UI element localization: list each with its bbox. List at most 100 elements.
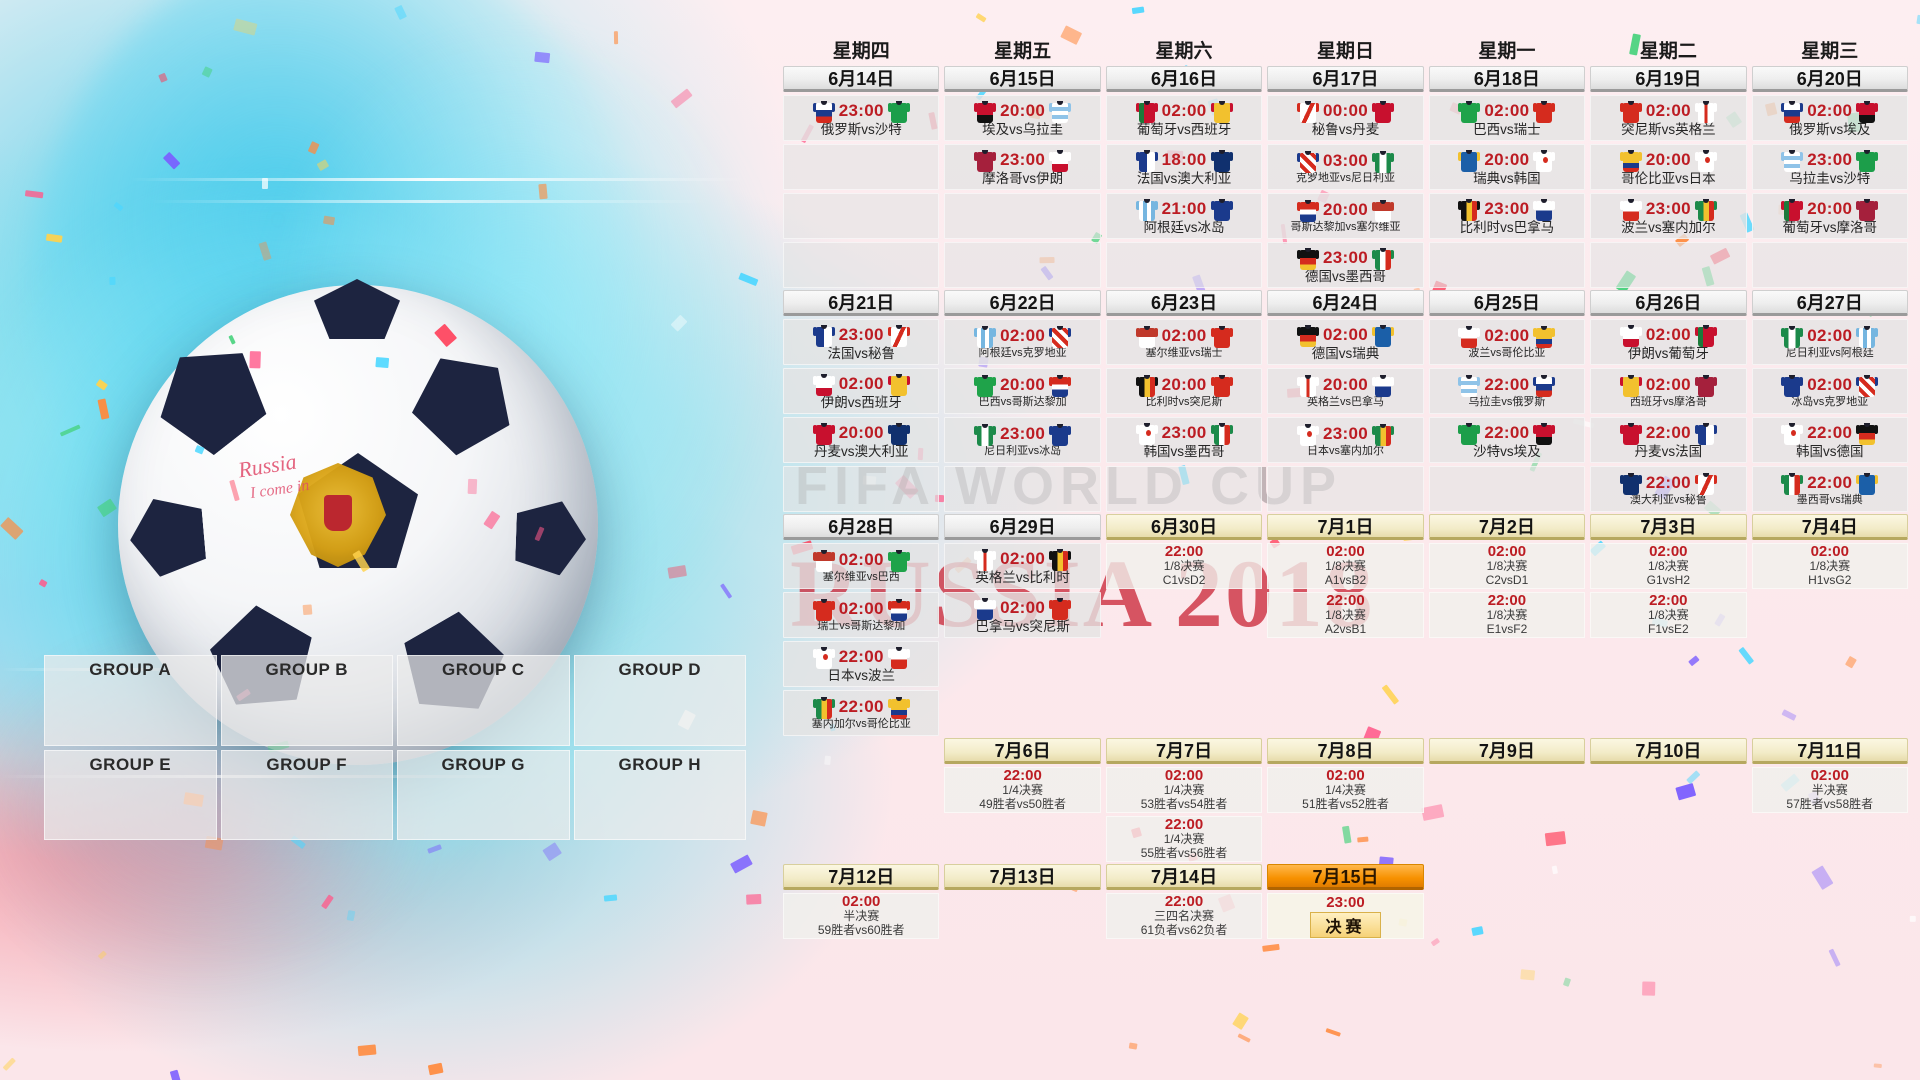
match-cell[interactable]: 22:00 塞内加尔vs哥伦比亚 (783, 690, 940, 736)
date-cell[interactable]: 7月1日 (1267, 514, 1424, 540)
match-cell[interactable]: 20:00 比利时vs突尼斯 (1105, 368, 1263, 414)
match-cell[interactable]: 22:00 墨西哥vs瑞典 (1751, 466, 1908, 512)
date-cell[interactable]: 7月3日 (1590, 514, 1747, 540)
match-cell[interactable]: 02:00 俄罗斯vs埃及 (1751, 95, 1908, 141)
knockout-match-cell[interactable]: 22:00 1/8决赛 C1vsD2 (1105, 543, 1263, 589)
match-cell[interactable]: 02:00 冰岛vs克罗地亚 (1751, 368, 1908, 414)
match-cell[interactable]: 23:00 摩洛哥vs伊朗 (944, 144, 1101, 190)
knockout-match-cell[interactable]: 22:00 1/8决赛 F1vsE2 (1590, 592, 1747, 638)
match-cell[interactable]: 22:00 日本vs波兰 (783, 641, 940, 687)
match-cell[interactable]: 00:00 秘鲁vs丹麦 (1267, 95, 1424, 141)
match-cell[interactable]: 02:00 巴拿马vs突尼斯 (944, 592, 1101, 638)
group-box-b[interactable]: GROUP B (220, 655, 393, 746)
match-cell[interactable]: 02:00 塞尔维亚vs巴西 (783, 543, 940, 589)
date-cell[interactable]: 7月13日 (944, 864, 1101, 890)
date-cell[interactable]: 6月26日 (1590, 290, 1747, 316)
knockout-match-cell[interactable]: 02:00 1/8决赛 G1vsH2 (1590, 543, 1747, 589)
knockout-match-cell[interactable]: 22:00 1/4决赛 49胜者vs50胜者 (944, 767, 1101, 813)
knockout-match-cell[interactable]: 22:00 1/4决赛 55胜者vs56胜者 (1105, 816, 1263, 862)
match-cell[interactable]: 20:00 瑞典vs韩国 (1428, 144, 1586, 190)
match-cell[interactable]: 02:00 德国vs瑞典 (1267, 319, 1424, 365)
date-cell[interactable]: 6月28日 (783, 514, 940, 540)
date-cell[interactable]: 6月27日 (1751, 290, 1908, 316)
knockout-match-cell[interactable]: 22:00 1/8决赛 A2vsB1 (1267, 592, 1424, 638)
match-cell[interactable]: 02:00 巴西vs瑞士 (1428, 95, 1586, 141)
match-cell[interactable]: 18:00 法国vs澳大利亚 (1105, 144, 1263, 190)
match-cell[interactable]: 23:00 波兰vs塞内加尔 (1590, 193, 1747, 239)
match-cell[interactable]: 03:00 克罗地亚vs尼日利亚 (1267, 144, 1424, 190)
match-cell[interactable]: 02:00 西班牙vs摩洛哥 (1590, 368, 1747, 414)
match-cell[interactable]: 02:00 伊朗vs葡萄牙 (1590, 319, 1747, 365)
match-cell[interactable]: 23:00 尼日利亚vs冰岛 (944, 417, 1101, 463)
match-cell[interactable]: 22:00 丹麦vs法国 (1590, 417, 1747, 463)
match-cell[interactable]: 02:00 阿根廷vs克罗地亚 (944, 319, 1101, 365)
knockout-match-cell[interactable]: 02:00 1/8决赛 H1vsG2 (1751, 543, 1908, 589)
match-cell[interactable]: 23:00 法国vs秘鲁 (783, 319, 940, 365)
date-cell[interactable]: 6月23日 (1105, 290, 1263, 316)
knockout-match-cell[interactable]: 02:00 1/4决赛 51胜者vs52胜者 (1267, 767, 1424, 813)
date-cell[interactable]: 7月15日 (1267, 864, 1424, 890)
match-cell[interactable]: 23:00 乌拉圭vs沙特 (1751, 144, 1908, 190)
match-cell[interactable]: 20:00 葡萄牙vs摩洛哥 (1751, 193, 1908, 239)
knockout-match-cell[interactable]: 22:00 1/8决赛 E1vsF2 (1428, 592, 1586, 638)
date-cell[interactable]: 6月25日 (1428, 290, 1586, 316)
match-cell[interactable]: 02:00 突尼斯vs英格兰 (1590, 95, 1747, 141)
match-cell[interactable]: 20:00 丹麦vs澳大利亚 (783, 417, 940, 463)
group-box-a[interactable]: GROUP A (44, 655, 217, 746)
date-cell[interactable]: 7月11日 (1751, 738, 1908, 764)
match-cell[interactable]: 20:00 哥伦比亚vs日本 (1590, 144, 1747, 190)
match-cell[interactable]: 23:00 日本vs塞内加尔 (1267, 417, 1424, 463)
match-cell[interactable]: 23:00 韩国vs墨西哥 (1105, 417, 1263, 463)
match-cell[interactable]: 20:00 哥斯达黎加vs塞尔维亚 (1267, 193, 1424, 239)
date-cell[interactable]: 7月10日 (1590, 738, 1747, 764)
group-box-e[interactable]: GROUP E (44, 749, 217, 840)
knockout-match-cell[interactable]: 22:00 三四名决赛 61负者vs62负者 (1105, 893, 1263, 939)
date-cell[interactable]: 7月12日 (783, 864, 940, 890)
match-cell[interactable]: 02:00 葡萄牙vs西班牙 (1105, 95, 1263, 141)
date-cell[interactable]: 6月29日 (944, 514, 1101, 540)
date-cell[interactable]: 6月20日 (1751, 66, 1908, 92)
date-cell[interactable]: 6月30日 (1105, 514, 1263, 540)
date-cell[interactable]: 6月24日 (1267, 290, 1424, 316)
match-cell[interactable]: 02:00 伊朗vs西班牙 (783, 368, 940, 414)
match-cell[interactable]: 22:00 乌拉圭vs俄罗斯 (1428, 368, 1586, 414)
date-cell[interactable]: 7月4日 (1751, 514, 1908, 540)
match-cell[interactable]: 02:00 英格兰vs比利时 (944, 543, 1101, 589)
match-cell[interactable]: 02:00 尼日利亚vs阿根廷 (1751, 319, 1908, 365)
match-cell[interactable]: 22:00 沙特vs埃及 (1428, 417, 1586, 463)
date-cell[interactable]: 6月16日 (1105, 66, 1263, 92)
match-cell[interactable]: 20:00 英格兰vs巴拿马 (1267, 368, 1424, 414)
match-cell[interactable]: 23:00 德国vs墨西哥 (1267, 242, 1424, 288)
date-cell[interactable]: 6月19日 (1590, 66, 1747, 92)
match-cell[interactable]: 02:00 瑞士vs哥斯达黎加 (783, 592, 940, 638)
match-cell[interactable]: 22:00 韩国vs德国 (1751, 417, 1908, 463)
date-cell[interactable]: 6月17日 (1267, 66, 1424, 92)
date-cell[interactable]: 6月18日 (1428, 66, 1586, 92)
match-cell[interactable]: 21:00 阿根廷vs冰岛 (1105, 193, 1263, 239)
match-cell[interactable]: 23:00 比利时vs巴拿马 (1428, 193, 1586, 239)
date-cell[interactable]: 7月6日 (944, 738, 1101, 764)
date-cell[interactable]: 7月9日 (1428, 738, 1586, 764)
date-cell[interactable]: 6月14日 (783, 66, 940, 92)
date-cell[interactable]: 7月14日 (1105, 864, 1263, 890)
group-box-f[interactable]: GROUP F (220, 749, 393, 840)
match-cell[interactable]: 02:00 塞尔维亚vs瑞士 (1105, 319, 1263, 365)
group-box-c[interactable]: GROUP C (397, 655, 570, 746)
match-cell[interactable]: 23:00 俄罗斯vs沙特 (783, 95, 940, 141)
match-cell[interactable]: 20:00 埃及vs乌拉圭 (944, 95, 1101, 141)
final-match-cell[interactable]: 23:00 决赛 (1267, 893, 1424, 939)
date-cell[interactable]: 6月21日 (783, 290, 940, 316)
match-cell[interactable]: 20:00 巴西vs哥斯达黎加 (944, 368, 1101, 414)
group-box-g[interactable]: GROUP G (397, 749, 570, 840)
group-box-d[interactable]: GROUP D (573, 655, 746, 746)
knockout-match-cell[interactable]: 02:00 半决赛 59胜者vs60胜者 (783, 893, 940, 939)
knockout-match-cell[interactable]: 02:00 1/8决赛 C2vsD1 (1428, 543, 1586, 589)
knockout-match-cell[interactable]: 02:00 半决赛 57胜者vs58胜者 (1751, 767, 1908, 813)
match-cell[interactable]: 22:00 澳大利亚vs秘鲁 (1590, 466, 1747, 512)
date-cell[interactable]: 6月15日 (944, 66, 1101, 92)
knockout-match-cell[interactable]: 02:00 1/8决赛 A1vsB2 (1267, 543, 1424, 589)
knockout-match-cell[interactable]: 02:00 1/4决赛 53胜者vs54胜者 (1105, 767, 1263, 813)
group-box-h[interactable]: GROUP H (573, 749, 746, 840)
date-cell[interactable]: 6月22日 (944, 290, 1101, 316)
date-cell[interactable]: 7月8日 (1267, 738, 1424, 764)
